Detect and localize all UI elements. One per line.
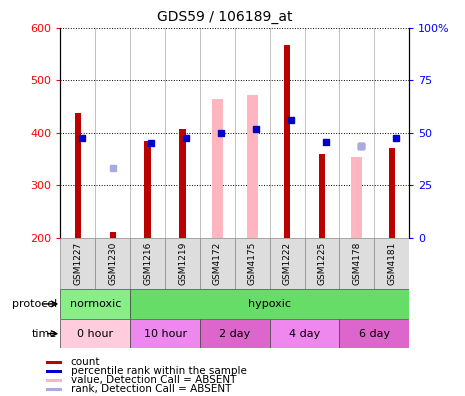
Bar bbox=[339, 319, 409, 348]
Text: GSM4172: GSM4172 bbox=[213, 242, 222, 285]
Bar bbox=[352, 157, 363, 238]
Text: 6 day: 6 day bbox=[359, 329, 390, 339]
Bar bbox=[270, 319, 339, 348]
Text: 2 day: 2 day bbox=[219, 329, 251, 339]
Bar bbox=[235, 238, 270, 289]
Bar bbox=[284, 45, 290, 238]
Text: value, Detection Call = ABSENT: value, Detection Call = ABSENT bbox=[71, 375, 236, 385]
Bar bbox=[130, 319, 200, 348]
Bar bbox=[60, 319, 130, 348]
Bar bbox=[212, 99, 223, 238]
Bar bbox=[374, 238, 409, 289]
Bar bbox=[319, 154, 325, 238]
Bar bbox=[179, 129, 186, 238]
Bar bbox=[60, 289, 130, 319]
Text: GSM1216: GSM1216 bbox=[143, 242, 152, 285]
Bar bbox=[339, 238, 374, 289]
Bar bbox=[46, 361, 62, 364]
Bar bbox=[305, 238, 339, 289]
Bar bbox=[46, 370, 62, 373]
Text: GSM1219: GSM1219 bbox=[178, 242, 187, 285]
Text: 0 hour: 0 hour bbox=[77, 329, 113, 339]
Text: GSM4178: GSM4178 bbox=[352, 242, 361, 285]
Text: GSM1227: GSM1227 bbox=[73, 242, 82, 285]
Bar bbox=[130, 289, 409, 319]
Bar bbox=[200, 238, 235, 289]
Text: percentile rank within the sample: percentile rank within the sample bbox=[71, 366, 246, 376]
Text: 4 day: 4 day bbox=[289, 329, 320, 339]
Text: GSM4181: GSM4181 bbox=[387, 242, 396, 285]
Bar bbox=[165, 238, 200, 289]
Text: hypoxic: hypoxic bbox=[248, 299, 291, 309]
Text: count: count bbox=[71, 358, 100, 367]
Text: GSM1230: GSM1230 bbox=[108, 242, 117, 285]
Text: 10 hour: 10 hour bbox=[144, 329, 186, 339]
Bar bbox=[110, 232, 116, 238]
Bar bbox=[60, 238, 95, 289]
Text: GSM4175: GSM4175 bbox=[248, 242, 257, 285]
Bar bbox=[200, 319, 270, 348]
Text: normoxic: normoxic bbox=[70, 299, 121, 309]
Text: time: time bbox=[32, 329, 57, 339]
Bar bbox=[246, 95, 258, 238]
Text: rank, Detection Call = ABSENT: rank, Detection Call = ABSENT bbox=[71, 384, 231, 394]
Bar bbox=[46, 388, 62, 391]
Text: GSM1225: GSM1225 bbox=[318, 242, 326, 285]
Bar bbox=[145, 141, 151, 238]
Bar bbox=[46, 379, 62, 382]
Bar bbox=[389, 148, 395, 238]
Bar bbox=[270, 238, 305, 289]
Text: GSM1222: GSM1222 bbox=[283, 242, 292, 285]
Text: protocol: protocol bbox=[12, 299, 57, 309]
Bar bbox=[130, 238, 165, 289]
Bar bbox=[95, 238, 130, 289]
Bar bbox=[75, 113, 81, 238]
Title: GDS59 / 106189_at: GDS59 / 106189_at bbox=[157, 10, 292, 24]
